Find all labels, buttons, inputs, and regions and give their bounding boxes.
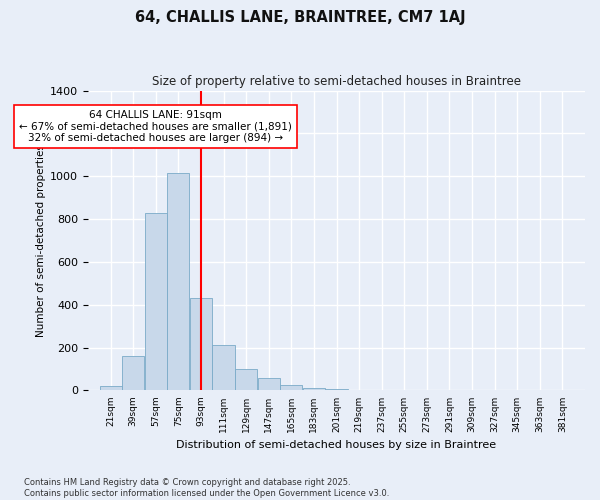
Bar (145, 212, 167, 390)
Text: Contains HM Land Registry data © Crown copyright and database right 2025.
Contai: Contains HM Land Registry data © Crown c… (24, 478, 389, 498)
Bar (235, 369, 257, 390)
Bar (122, 356, 144, 390)
Bar (303, 388, 325, 390)
Bar (100, 386, 122, 390)
Y-axis label: Number of semi-detached properties: Number of semi-detached properties (36, 144, 46, 337)
Text: 64, CHALLIS LANE, BRAINTREE, CM7 1AJ: 64, CHALLIS LANE, BRAINTREE, CM7 1AJ (134, 10, 466, 25)
Bar (257, 378, 280, 390)
Bar (167, 173, 190, 390)
Bar (190, 298, 212, 390)
Title: Size of property relative to semi-detached houses in Braintree: Size of property relative to semi-detach… (152, 75, 521, 88)
Text: 64 CHALLIS LANE: 91sqm
← 67% of semi-detached houses are smaller (1,891)
32% of : 64 CHALLIS LANE: 91sqm ← 67% of semi-det… (19, 110, 292, 143)
Bar (280, 385, 302, 390)
Bar (212, 346, 235, 391)
X-axis label: Distribution of semi-detached houses by size in Braintree: Distribution of semi-detached houses by … (176, 440, 497, 450)
